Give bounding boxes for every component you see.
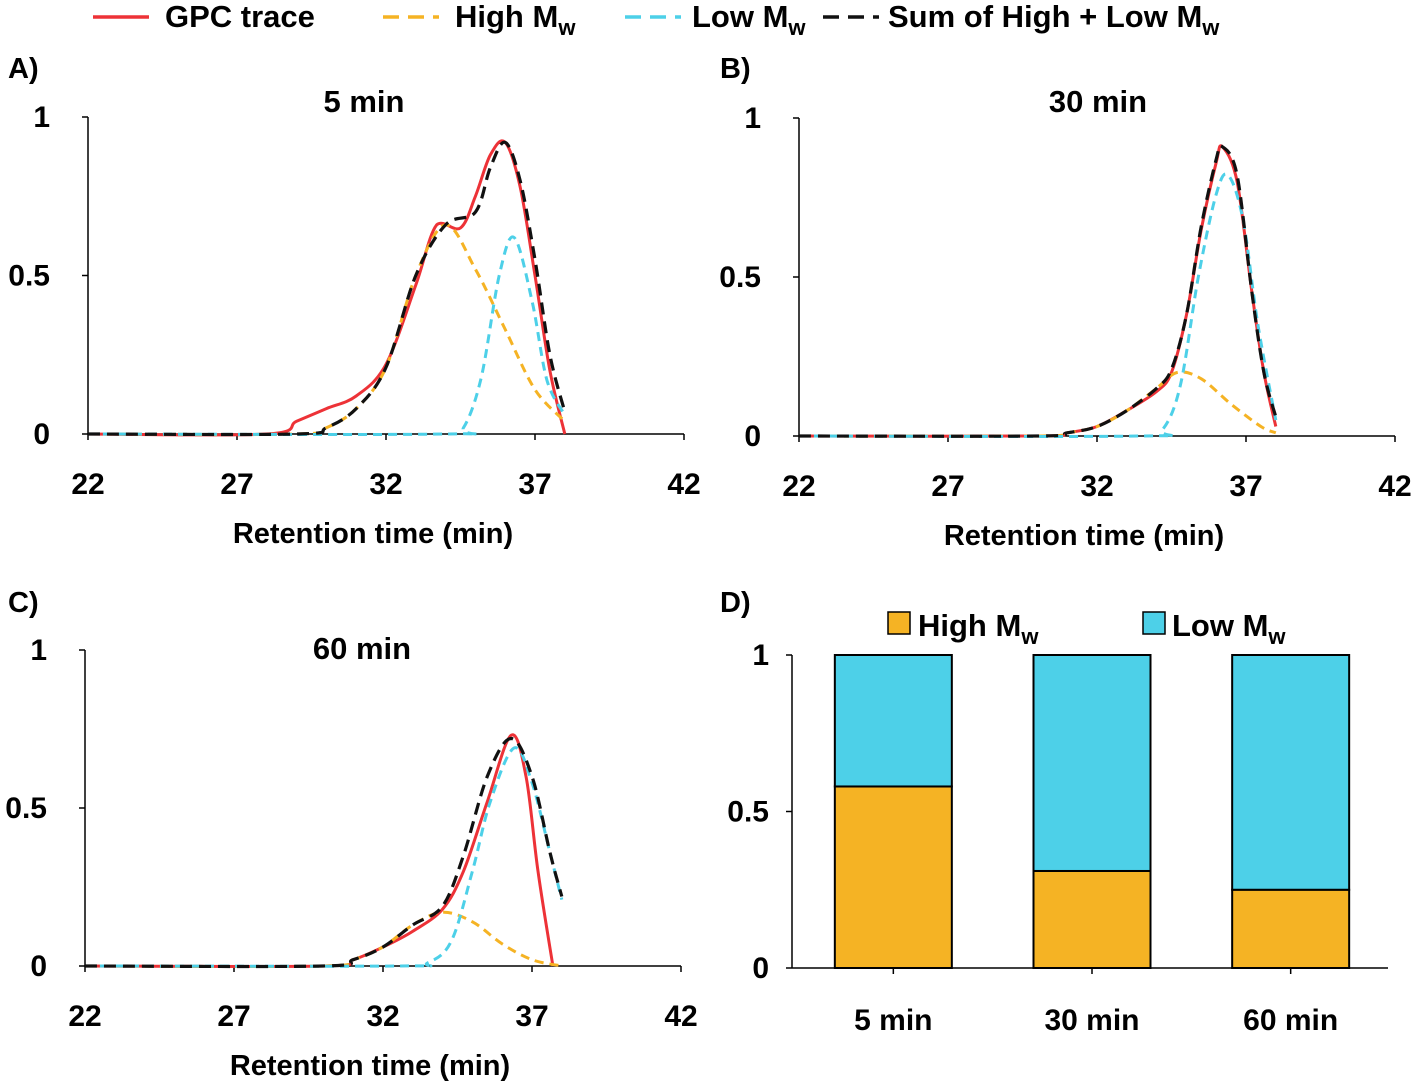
legend-label-gpc-main: GPC trace: [165, 0, 315, 34]
legend-label-high-sub: w: [557, 15, 576, 40]
x-tick-label: 37: [518, 468, 551, 501]
y-tick-label: 0: [33, 418, 50, 451]
bar-legend-label-main: Low M: [1172, 608, 1268, 643]
bar-legend-label-sub: w: [1267, 624, 1286, 649]
bar-high-mw: [833, 785, 953, 970]
bar-low-mw: [1231, 654, 1351, 891]
x-axis-label: Retention time (min): [944, 520, 1224, 552]
top-legend: GPC trace High Mw Low Mw Sum of High + Low …: [93, 0, 1220, 40]
x-tick-label: 42: [667, 468, 700, 501]
series-line-low: [798, 172, 1278, 438]
legend-label-low-main: Low M: [692, 0, 788, 34]
y-tick-label: 1: [33, 101, 50, 134]
y-tick-label: 1: [30, 634, 47, 667]
bar-high-mw: [1231, 888, 1351, 969]
y-tick-label: 0.5: [719, 261, 761, 294]
panel-letter: A): [8, 53, 39, 85]
panel-a: A) 5 min 0 0.5 1 22 27 32 37 42 Retention time (mi…: [8, 53, 701, 550]
x-tick-label: 22: [68, 1000, 101, 1033]
legend-label-sum-main: Sum of High + Low M: [888, 0, 1202, 34]
series-line-sum: [87, 140, 567, 437]
x-tick-label: 27: [220, 468, 253, 501]
x-tick-label: 37: [515, 1000, 548, 1033]
series-line-sum: [798, 144, 1278, 438]
y-tick-label: 1: [744, 102, 761, 135]
x-tick-label: 42: [1378, 470, 1411, 503]
x-tick-label: 30 min: [1044, 1004, 1139, 1037]
y-tick-label: 0.5: [727, 796, 769, 829]
y-tick-label: 0.5: [8, 260, 50, 293]
panel-b: B) 30 min 0 0.5 1 22 27 32 37 42 Retention time (m…: [719, 53, 1411, 552]
bar-legend-swatch: [1142, 611, 1166, 635]
bar-legend-swatch: [887, 611, 911, 635]
legend-label-sum: Sum of High + Low Mw: [888, 0, 1220, 40]
series-line-gpc: [798, 144, 1278, 438]
x-axis-label: Retention time (min): [233, 518, 513, 550]
bar-low-mw: [1032, 654, 1152, 872]
x-tick-label: 32: [369, 468, 402, 501]
panel-letter: D): [720, 587, 751, 619]
x-tick-label: 42: [664, 1000, 697, 1033]
bar-legend-label-main: High M: [918, 608, 1021, 643]
y-tick-label: 0: [752, 952, 769, 985]
series-line-high: [87, 223, 566, 436]
x-tick-label: 22: [71, 468, 104, 501]
legend-label-high-main: High M: [455, 0, 558, 34]
y-tick-label: 0: [30, 950, 47, 983]
y-tick-label: 1: [752, 639, 769, 672]
x-tick-label: 5 min: [854, 1004, 932, 1037]
x-tick-label: 60 min: [1243, 1004, 1338, 1037]
panel-title: 5 min: [324, 84, 405, 119]
x-tick-label: 27: [931, 470, 964, 503]
x-tick-label: 37: [1229, 470, 1262, 503]
series-line-low: [87, 235, 567, 436]
x-tick-label: 32: [366, 1000, 399, 1033]
x-axis-label: Retention time (min): [230, 1050, 510, 1082]
y-tick-label: 0.5: [5, 792, 47, 825]
series-line-sum: [84, 736, 564, 969]
legend-label-low-sub: w: [787, 15, 806, 40]
panel-title: 60 min: [313, 631, 411, 666]
legend-label-low: Low Mw: [692, 0, 806, 40]
bar-low-mw: [833, 654, 953, 788]
legend-label-high: High Mw: [455, 0, 576, 40]
bar-legend-label: Low Mw: [1172, 608, 1286, 649]
bar-legend-label: High Mw: [918, 608, 1039, 649]
panel-c: C) 60 min 0 0.5 1 22 27 32 37 42 Retention time (m…: [5, 587, 697, 1082]
legend-label-sum-sub: w: [1201, 15, 1220, 40]
panel-letter: B): [720, 53, 751, 85]
legend-label-gpc: GPC trace: [165, 0, 315, 34]
y-tick-label: 0: [744, 420, 761, 453]
series-line-gpc: [84, 733, 555, 968]
bar-legend-label-sub: w: [1020, 624, 1039, 649]
x-tick-label: 22: [782, 470, 815, 503]
series-line-high: [84, 910, 563, 968]
x-tick-label: 32: [1080, 470, 1113, 503]
bar-high-mw: [1032, 869, 1152, 969]
panel-title: 30 min: [1049, 84, 1147, 119]
series-line-high: [798, 370, 1277, 438]
x-tick-label: 27: [217, 1000, 250, 1033]
series-line-gpc: [87, 139, 567, 437]
panel-letter: C): [8, 587, 39, 619]
